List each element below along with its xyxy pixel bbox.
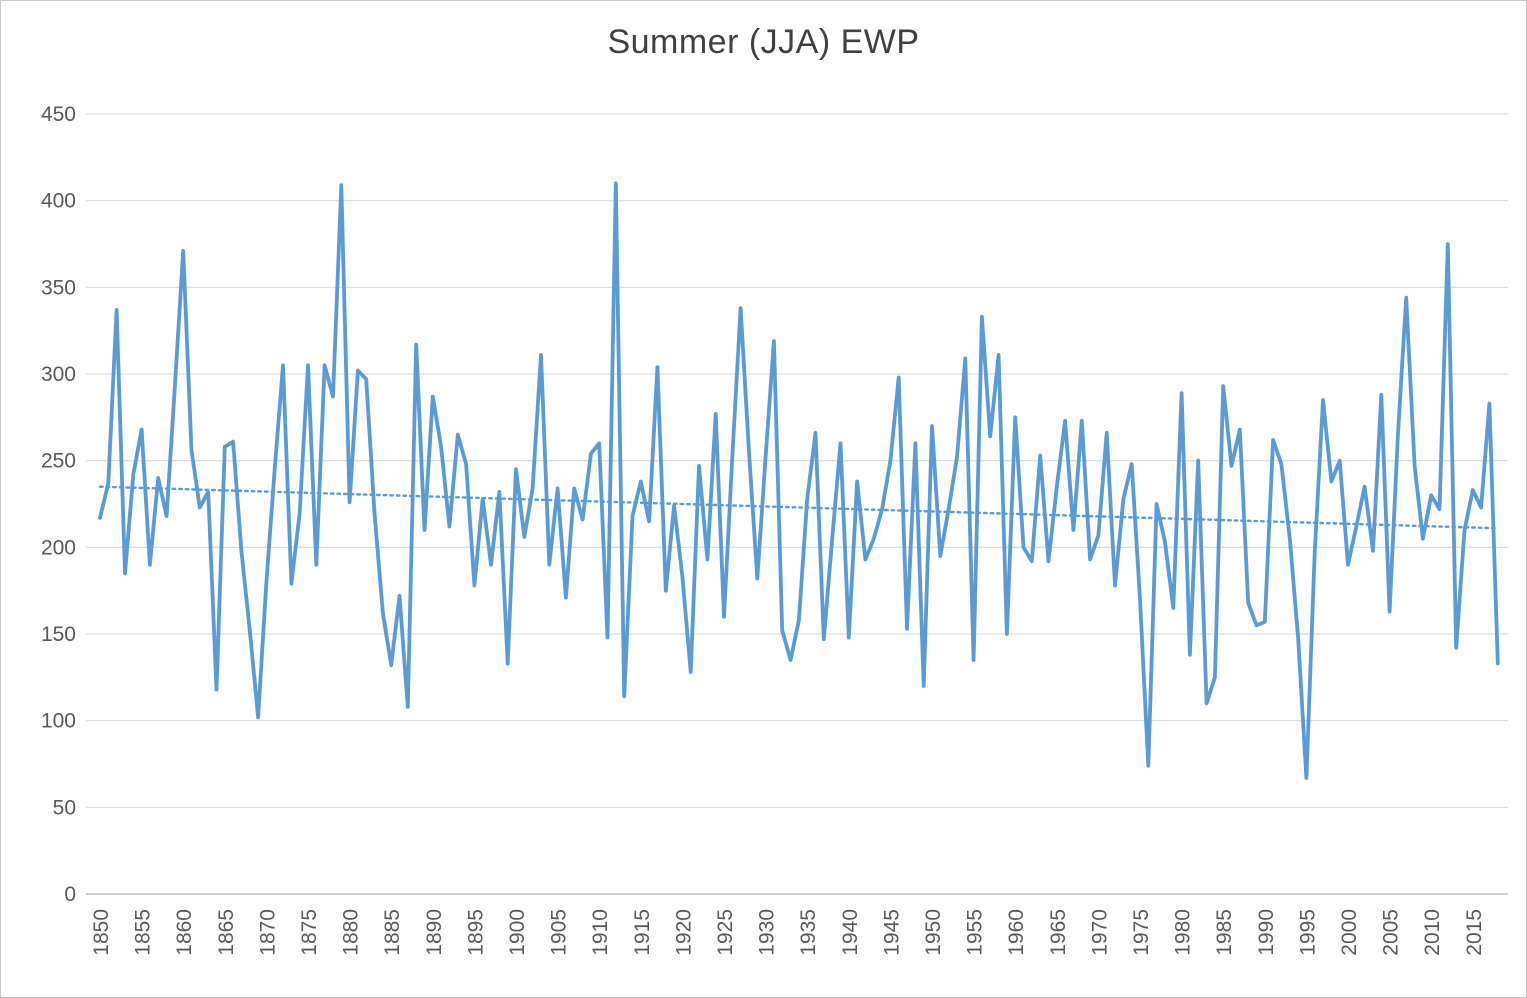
x-axis-tick-label: 1975	[1130, 909, 1153, 956]
x-axis-tick-label: 1855	[132, 909, 155, 956]
x-axis-tick-label: 1850	[90, 909, 113, 956]
x-axis-tick-label: 1915	[631, 909, 654, 956]
x-axis-tick-label: 1970	[1088, 909, 1111, 956]
x-axis-tick-label: 1890	[423, 909, 446, 956]
y-axis-tick-label: 450	[41, 103, 76, 126]
x-axis-tick-label: 1920	[672, 909, 695, 956]
x-axis-tick-label: 1925	[714, 909, 737, 956]
x-axis-tick-label: 2010	[1421, 909, 1444, 956]
x-axis-tick-label: 1870	[256, 909, 279, 956]
y-axis-tick-label: 350	[41, 276, 76, 299]
x-axis-tick-label: 1940	[839, 909, 862, 956]
x-axis-tick-label: 1935	[797, 909, 820, 956]
trendline	[98, 485, 1499, 530]
y-axis-tick-label: 0	[64, 883, 76, 906]
y-axis-tick-label: 250	[41, 450, 76, 473]
x-axis-tick-label: 1865	[215, 909, 238, 956]
x-axis-tick-label: 1900	[506, 909, 529, 956]
chart-title: Summer (JJA) EWP	[607, 23, 920, 61]
x-axis-tick-label: 2005	[1380, 909, 1403, 956]
x-axis-tick-label: 1875	[298, 909, 321, 956]
y-axis-tick-label: 400	[41, 190, 76, 213]
y-axis-tick-label: 100	[41, 710, 76, 733]
x-axis-tick-label: 1950	[922, 909, 945, 956]
x-axis-tick-label: 1990	[1255, 909, 1278, 956]
x-axis-tick-label: 1995	[1296, 909, 1319, 956]
x-axis-tick-label: 1980	[1172, 909, 1195, 956]
x-axis-tick-label: 1985	[1213, 909, 1236, 956]
y-axis-tick-label: 50	[53, 796, 76, 819]
x-axis-tick-label: 1965	[1047, 909, 1070, 956]
x-axis-tick-label: 1930	[756, 909, 779, 956]
x-axis-tick-label: 1945	[880, 909, 903, 956]
x-axis-tick-label: 1905	[548, 909, 571, 956]
data-series-line	[98, 181, 1500, 780]
x-axis-tick-label: 1885	[381, 909, 404, 956]
x-axis-tick-label: 1955	[964, 909, 987, 956]
x-axis-tick-label: 1880	[340, 909, 363, 956]
x-axis-tick-label: 1910	[589, 909, 612, 956]
x-axis-tick-label: 1960	[1005, 909, 1028, 956]
y-axis-tick-label: 300	[41, 363, 76, 386]
x-axis-tick-label: 2015	[1463, 909, 1486, 956]
x-axis-tick-label: 1895	[464, 909, 487, 956]
x-axis-tick-label: 1860	[173, 909, 196, 956]
y-axis-tick-label: 150	[41, 623, 76, 646]
x-axis-tick-label: 2000	[1338, 909, 1361, 956]
y-axis-tick-label: 200	[41, 536, 76, 559]
